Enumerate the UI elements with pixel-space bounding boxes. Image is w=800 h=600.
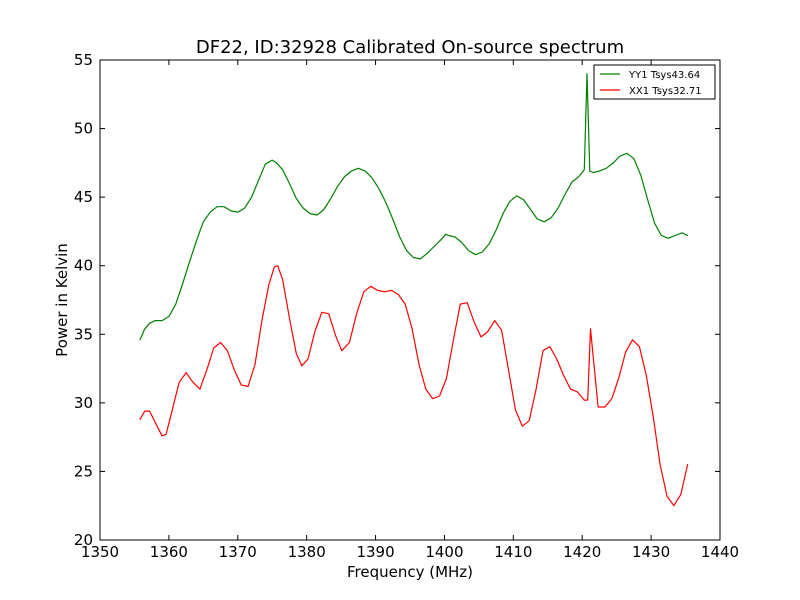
- x-tick-label: 1410: [494, 543, 532, 561]
- y-tick-label: 30: [74, 394, 93, 412]
- series-line-yy1: [139, 73, 689, 341]
- x-tick-label: 1370: [219, 543, 257, 561]
- x-axis-label: Frequency (MHz): [347, 563, 473, 581]
- y-tick-label: 40: [74, 257, 93, 275]
- y-tick-label: 35: [74, 325, 93, 343]
- x-tick-label: 1390: [356, 543, 394, 561]
- legend-label-yy1: YY1 Tsys43.64: [628, 70, 700, 81]
- x-tick-label: 1440: [701, 543, 739, 561]
- legend: YY1 Tsys43.64 XX1 Tsys32.71: [593, 64, 716, 100]
- plot-frame: [99, 59, 721, 541]
- legend-label-xx1: XX1 Tsys32.71: [629, 86, 702, 97]
- x-axis-ticks: 1350 1360 1370 1380 1390 1400 1410 1420 1430 1440: [81, 60, 739, 561]
- y-tick-label: 55: [74, 51, 93, 69]
- x-tick-label: 1360: [150, 543, 188, 561]
- series-group: [139, 73, 689, 507]
- y-tick-label: 25: [74, 462, 93, 480]
- y-tick-label: 20: [74, 531, 93, 549]
- y-tick-label: 50: [74, 120, 93, 138]
- x-tick-label: 1420: [563, 543, 601, 561]
- x-tick-label: 1380: [288, 543, 326, 561]
- y-axis-label: Power in Kelvin: [53, 243, 71, 357]
- x-tick-label: 1400: [425, 543, 463, 561]
- plot-area: [100, 60, 720, 540]
- series-line-xx1: [139, 265, 689, 507]
- y-tick-label: 45: [74, 188, 93, 206]
- x-tick-label: 1350: [81, 543, 119, 561]
- x-tick-label: 1430: [632, 543, 670, 561]
- legend-box: [593, 64, 716, 100]
- y-axis-ticks: 20 25 30 35 40 45 50 55: [74, 51, 720, 549]
- chart-title: DF22, ID:32928 Calibrated On-source spec…: [196, 37, 624, 58]
